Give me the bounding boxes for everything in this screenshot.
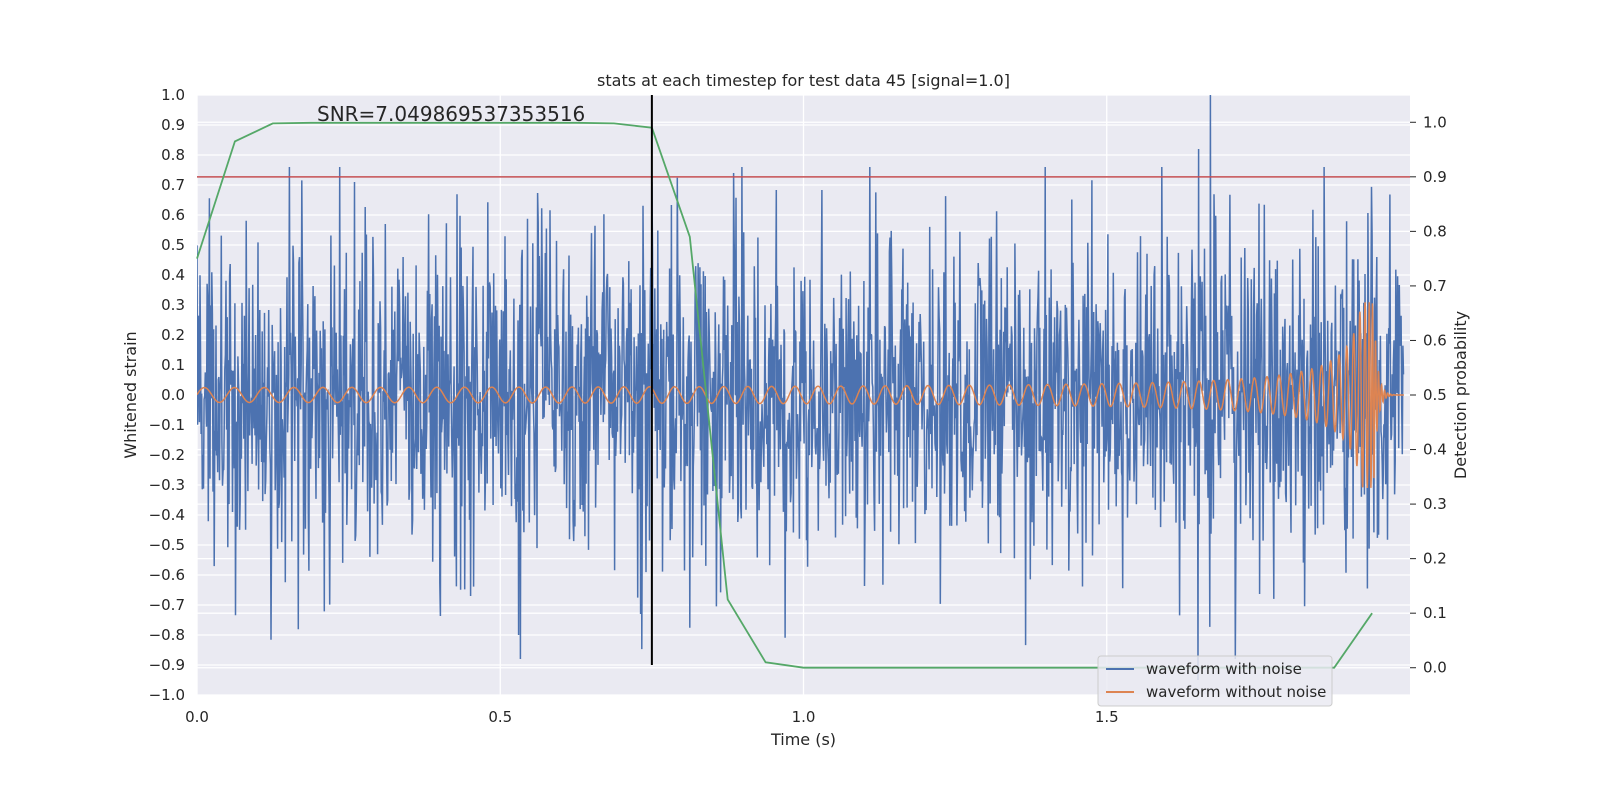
y-tick-label: −0.2 bbox=[149, 446, 185, 464]
y-tick-label: 0.0 bbox=[161, 386, 185, 404]
y2-tick-label: 1.0 bbox=[1423, 113, 1447, 131]
y-tick-label: −0.7 bbox=[149, 596, 185, 614]
y2-tick-label: 0.7 bbox=[1423, 277, 1447, 295]
y2-tick-label: 0.5 bbox=[1423, 386, 1447, 404]
y-tick-label: −0.8 bbox=[149, 626, 185, 644]
x-tick-label: 1.5 bbox=[1095, 708, 1119, 726]
x-axis-label: Time (s) bbox=[770, 730, 836, 749]
y-tick-label: −0.3 bbox=[149, 476, 185, 494]
y-tick-label: 0.7 bbox=[161, 176, 185, 194]
y-tick-label: 0.5 bbox=[161, 236, 185, 254]
y2-tick-label: 0.2 bbox=[1423, 550, 1447, 568]
series-waveform-with-noise bbox=[197, 95, 1405, 681]
y-tick-label: −0.6 bbox=[149, 566, 185, 584]
legend: waveform with noise waveform without noi… bbox=[1097, 655, 1333, 707]
legend-label-without-noise: waveform without noise bbox=[1146, 683, 1326, 701]
y-axis-label: Whitened strain bbox=[121, 331, 140, 458]
legend-label-with-noise: waveform with noise bbox=[1146, 660, 1302, 678]
y-tick-label: 0.8 bbox=[161, 146, 185, 164]
chart-title: stats at each timestep for test data 45 … bbox=[597, 71, 1010, 90]
y-tick-label: −0.9 bbox=[149, 656, 185, 674]
tick-labels: 0.0 0.5 1.0 1.5 −1.0 −0.9 −0.8 −0.7 −0.6 −0.5 −0.4… bbox=[149, 86, 1447, 726]
y2-tick-label: 0.4 bbox=[1423, 441, 1447, 459]
y-tick-label: −1.0 bbox=[149, 686, 185, 704]
y-tick-label: 0.4 bbox=[161, 266, 185, 284]
y-tick-label: −0.4 bbox=[149, 506, 185, 524]
y2-tick-label: 0.8 bbox=[1423, 222, 1447, 240]
y-tick-label: 1.0 bbox=[161, 86, 185, 104]
y-tick-label: 0.9 bbox=[161, 116, 185, 134]
snr-annotation: SNR=7.049869537353516 bbox=[317, 102, 585, 126]
y-tick-label: 0.3 bbox=[161, 296, 185, 314]
x-tick-label: 1.0 bbox=[792, 708, 816, 726]
y2-tick-label: 0.0 bbox=[1423, 659, 1447, 677]
y2-tick-label: 0.6 bbox=[1423, 331, 1447, 349]
y2-tick-label: 0.9 bbox=[1423, 168, 1447, 186]
series-waveform-without-noise bbox=[197, 302, 1404, 489]
legend-box bbox=[1097, 655, 1333, 707]
y-tick-label: −0.1 bbox=[149, 416, 185, 434]
y-tick-label: 0.6 bbox=[161, 206, 185, 224]
x-tick-label: 0.0 bbox=[185, 708, 209, 726]
y-tick-label: 0.1 bbox=[161, 356, 185, 374]
y2-axis-label: Detection probability bbox=[1451, 311, 1470, 479]
x-tick-label: 0.5 bbox=[488, 708, 512, 726]
y-tick-label: 0.2 bbox=[161, 326, 185, 344]
y-tick-label: −0.5 bbox=[149, 536, 185, 554]
y2-tick-label: 0.1 bbox=[1423, 604, 1447, 622]
y2-tick-label: 0.3 bbox=[1423, 495, 1447, 513]
